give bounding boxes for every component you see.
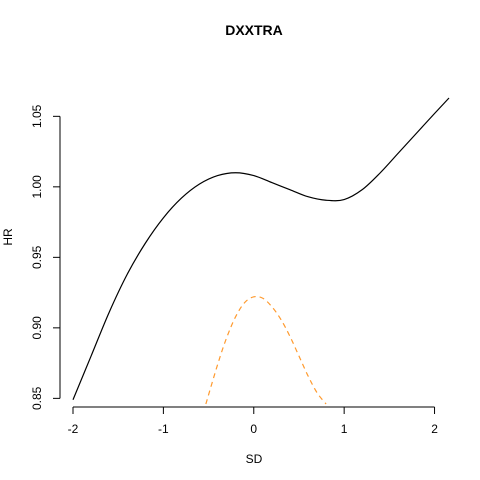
y-tick-label: 0.95: [30, 245, 44, 269]
y-tick-label: 0.90: [30, 316, 44, 340]
series-line-dashed: [205, 295, 327, 405]
plot-area: [72, 97, 450, 405]
x-tick-label: 1: [341, 422, 348, 436]
x-axis-label: SD: [246, 452, 263, 466]
x-tick-label: -1: [158, 422, 169, 436]
series-line-solid: [72, 97, 450, 400]
chart-title: DXXTRA: [225, 22, 283, 38]
x-tick-label: 2: [431, 422, 438, 436]
x-axis: -2 -1 0 1 2: [68, 406, 438, 436]
y-axis-label: HR: [1, 228, 15, 246]
x-tick-label: 0: [250, 422, 257, 436]
y-axis: 0.85 0.90 0.95 1.00 1.05: [30, 104, 61, 410]
x-tick-label: -2: [68, 422, 79, 436]
y-tick-label: 1.00: [30, 175, 44, 199]
y-tick-label: 1.05: [30, 104, 44, 128]
y-tick-label: 0.85: [30, 386, 44, 410]
